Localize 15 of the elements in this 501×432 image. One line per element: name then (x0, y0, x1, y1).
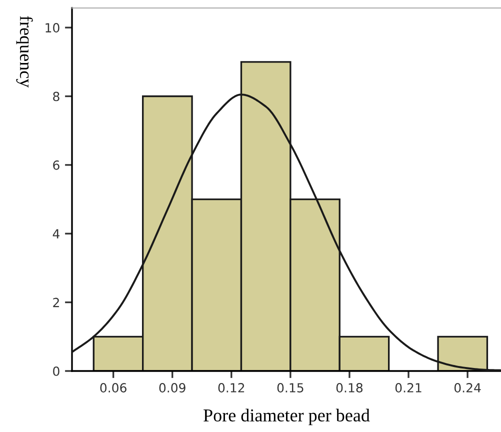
x-tick-label: 0.24 (454, 383, 481, 392)
y-tick-label: 4 (52, 229, 60, 238)
x-tick-label: 0.12 (218, 383, 244, 392)
y-tick-label: 6 (53, 160, 60, 170)
y-tick-label: 0 (53, 366, 60, 376)
x-tick-label: 0.21 (395, 383, 422, 392)
y-axis-title: frequency (16, 16, 33, 88)
x-tick-label: 0.06 (100, 383, 126, 392)
x-tick-label: 0.15 (277, 383, 304, 392)
y-tick-label: 8 (53, 92, 60, 102)
x-tick-label: 0.09 (159, 383, 186, 392)
y-tick-label: 10 (46, 23, 60, 32)
x-tick-label: 0.18 (336, 383, 363, 392)
y-tick-label: 2 (53, 298, 59, 308)
x-axis-title: Pore diameter per bead (204, 408, 370, 426)
